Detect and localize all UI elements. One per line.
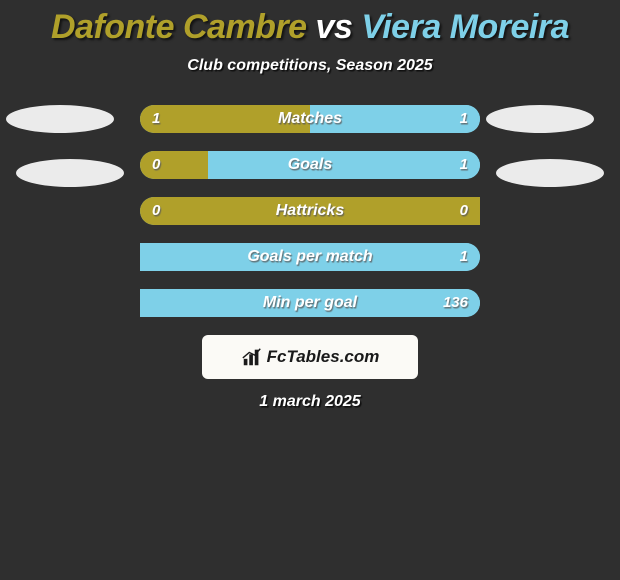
chart-area: Matches 1 1 Goals 0 1 Hattricks 0 0 Goal… [0, 105, 620, 317]
stat-row: Min per goal 136 [140, 289, 480, 317]
photo-placeholder-a-1 [6, 105, 114, 133]
value-a: 1 [152, 105, 160, 133]
metric-label: Min per goal [140, 289, 480, 317]
player-b-name: Viera Moreira [361, 8, 569, 46]
photo-placeholder-b-2 [496, 159, 604, 187]
metric-label: Goals per match [140, 243, 480, 271]
bar-chart-icon [241, 346, 263, 368]
player-a-name: Dafonte Cambre [51, 8, 307, 46]
date-label: 1 march 2025 [0, 393, 620, 411]
value-b: 0 [460, 197, 468, 225]
photo-placeholder-a-2 [16, 159, 124, 187]
stat-row: Goals 0 1 [140, 151, 480, 179]
stat-row: Matches 1 1 [140, 105, 480, 133]
value-b: 136 [443, 289, 468, 317]
subtitle: Club competitions, Season 2025 [0, 57, 620, 75]
value-b: 1 [460, 105, 468, 133]
watermark: FcTables.com [202, 335, 418, 379]
value-b: 1 [460, 243, 468, 271]
metric-label: Hattricks [140, 197, 480, 225]
metric-label: Goals [140, 151, 480, 179]
value-a: 0 [152, 151, 160, 179]
comparison-title: Dafonte Cambre vs Viera Moreira [0, 0, 620, 47]
vs-sep: vs [307, 8, 362, 46]
value-b: 1 [460, 151, 468, 179]
stat-row: Goals per match 1 [140, 243, 480, 271]
value-a: 0 [152, 197, 160, 225]
stat-row: Hattricks 0 0 [140, 197, 480, 225]
photo-placeholder-b-1 [486, 105, 594, 133]
watermark-text: FcTables.com [267, 347, 380, 367]
metric-label: Matches [140, 105, 480, 133]
